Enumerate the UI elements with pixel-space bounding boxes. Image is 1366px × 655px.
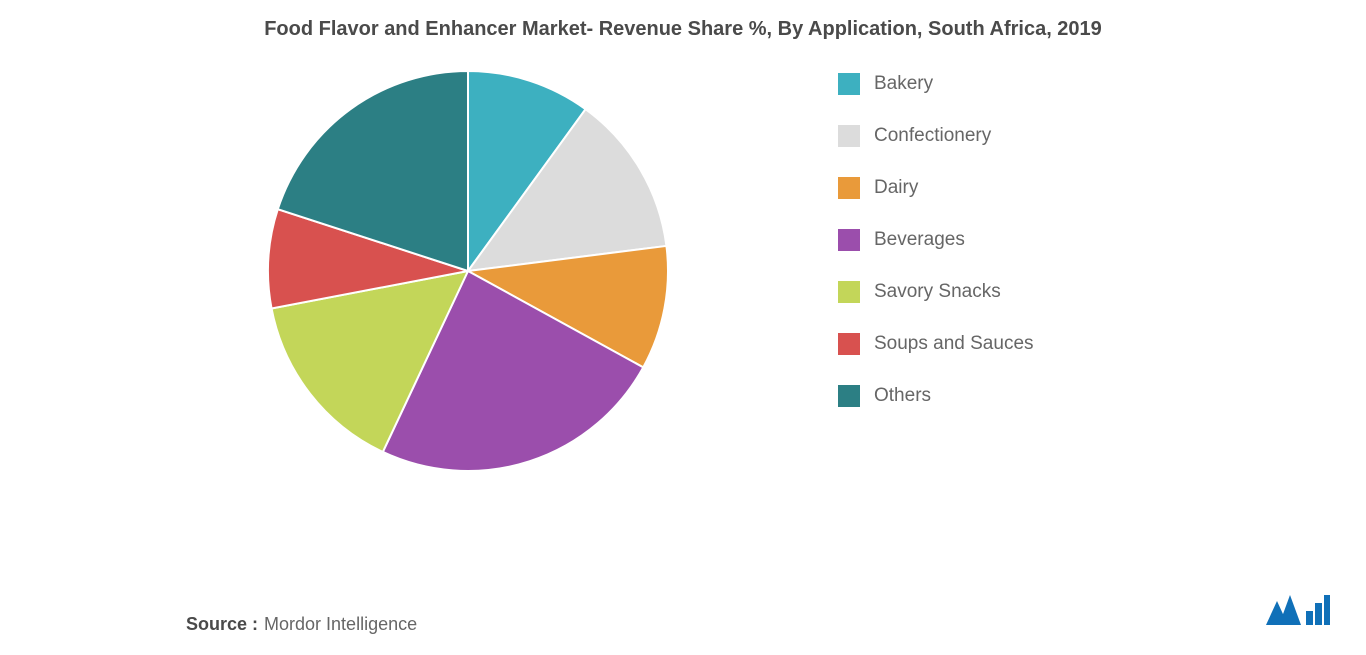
- legend-item-dairy: Dairy: [838, 177, 1098, 199]
- chart-area: Bakery Confectionery Dairy Beverages Savory …: [36, 71, 1330, 531]
- legend-swatch-savory-snacks: [838, 281, 860, 303]
- mordor-logo-icon: [1266, 591, 1330, 635]
- pie-wrap: [268, 71, 838, 471]
- logo-bar-3: [1324, 595, 1330, 625]
- legend-swatch-dairy: [838, 177, 860, 199]
- legend-item-confectionery: Confectionery: [838, 125, 1098, 147]
- logo-triangle-2: [1279, 595, 1301, 625]
- logo-bar-1: [1306, 611, 1313, 625]
- legend-swatch-bakery: [838, 73, 860, 95]
- source-text: Mordor Intelligence: [264, 614, 417, 635]
- legend: Bakery Confectionery Dairy Beverages Savory …: [838, 71, 1098, 407]
- legend-label: Confectionery: [874, 125, 991, 147]
- pie-chart: [268, 71, 668, 471]
- legend-swatch-beverages: [838, 229, 860, 251]
- legend-swatch-others: [838, 385, 860, 407]
- chart-title: Food Flavor and Enhancer Market- Revenue…: [36, 18, 1330, 41]
- legend-label: Bakery: [874, 73, 933, 95]
- legend-label: Beverages: [874, 229, 965, 251]
- legend-item-soups-and-sauces: Soups and Sauces: [838, 333, 1098, 355]
- legend-label: Others: [874, 385, 931, 407]
- legend-swatch-confectionery: [838, 125, 860, 147]
- chart-container: Food Flavor and Enhancer Market- Revenue…: [0, 0, 1366, 655]
- legend-item-beverages: Beverages: [838, 229, 1098, 251]
- source-attribution: Source : Mordor Intelligence: [36, 614, 417, 635]
- legend-label: Soups and Sauces: [874, 333, 1034, 355]
- legend-swatch-soups-and-sauces: [838, 333, 860, 355]
- legend-item-others: Others: [838, 385, 1098, 407]
- source-label: Source :: [186, 614, 258, 635]
- logo-bar-2: [1315, 603, 1322, 625]
- legend-label: Dairy: [874, 177, 918, 199]
- legend-label: Savory Snacks: [874, 281, 1001, 303]
- footer: Source : Mordor Intelligence: [36, 591, 1330, 635]
- legend-item-bakery: Bakery: [838, 73, 1098, 95]
- legend-item-savory-snacks: Savory Snacks: [838, 281, 1098, 303]
